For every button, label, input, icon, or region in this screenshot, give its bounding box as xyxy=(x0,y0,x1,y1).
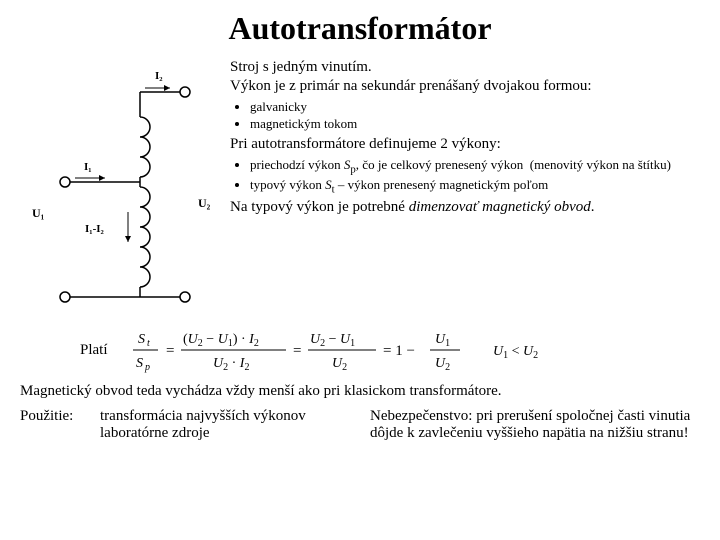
formula-row: Platí St Sp = (U2 − U1) · I2 U2 · I2 = U… xyxy=(80,325,700,375)
usage-row: Použitie: transformácia najvyšších výkon… xyxy=(20,408,700,442)
bullet-st: typový výkon St – výkon prenesený magnet… xyxy=(250,177,700,196)
svg-text:U2: U2 xyxy=(332,356,347,373)
svg-text:S: S xyxy=(136,356,143,371)
svg-text:U1: U1 xyxy=(435,332,450,349)
content-column: Stroj s jedným vinutím. Výkon je z primá… xyxy=(230,57,700,317)
svg-text:=: = xyxy=(166,343,174,359)
svg-text:U1 < U2: U1 < U2 xyxy=(493,344,538,361)
intro-line-2: Výkon je z primár na sekundár prenášaný … xyxy=(230,78,700,95)
svg-text:= 1 −: = 1 − xyxy=(383,343,415,359)
form-bullets: galvanicky magnetickým tokom xyxy=(230,99,700,132)
usage-item-1: transformácia najvyšších výkonov xyxy=(100,408,360,425)
label-i1: I₁ xyxy=(84,161,92,173)
intro-line-1: Stroj s jedným vinutím. xyxy=(230,59,700,76)
danger-text: Nebezpečenstvo: pri prerušení spoločnej … xyxy=(370,408,700,442)
def-2-powers: Pri autotransformátore definujeme 2 výko… xyxy=(230,136,700,153)
svg-text:U2: U2 xyxy=(435,356,450,373)
bullet-galv: galvanicky xyxy=(250,99,700,115)
formula-svg: St Sp = (U2 − U1) · I2 U2 · I2 = U2 − U1… xyxy=(128,325,568,375)
typ-note: Na typový výkon je potrebné dimenzovať m… xyxy=(230,199,700,216)
svg-text:=: = xyxy=(293,343,301,359)
svg-text:(U2 − U1) · I2: (U2 − U1) · I2 xyxy=(183,332,259,349)
usage-left: transformácia najvyšších výkonov laborat… xyxy=(100,408,360,442)
label-u1: U₁ xyxy=(32,206,45,220)
page-title: Autotransformátor xyxy=(20,10,700,47)
autotransformer-svg: I₂ I₁ I₁-I₂ U₁ U₂ xyxy=(20,57,220,317)
label-u2: U₂ xyxy=(198,196,211,210)
usage-label: Použitie: xyxy=(20,408,90,442)
svg-text:U2 − U1: U2 − U1 xyxy=(310,332,355,349)
top-section: I₂ I₁ I₁-I₂ U₁ U₂ Stroj s jedným vinutím… xyxy=(20,57,700,317)
svg-text:t: t xyxy=(147,338,150,349)
power-bullets: priechodzí výkon Sp, čo je celkový prene… xyxy=(230,157,700,195)
bullet-mag: magnetickým tokom xyxy=(250,116,700,132)
svg-text:S: S xyxy=(138,332,145,347)
bullet-sp: priechodzí výkon Sp, čo je celkový prene… xyxy=(250,157,700,176)
svg-text:U2 · I2: U2 · I2 xyxy=(213,356,249,373)
usage-item-2: laboratórne zdroje xyxy=(100,425,360,442)
mag-text: Magnetický obvod teda vychádza vždy menš… xyxy=(20,383,700,400)
label-i2: I₂ xyxy=(155,70,163,82)
circuit-diagram: I₂ I₁ I₁-I₂ U₁ U₂ xyxy=(20,57,220,317)
svg-text:p: p xyxy=(144,362,150,373)
label-i1i2: I₁-I₂ xyxy=(85,223,105,235)
formula-label: Platí xyxy=(80,342,108,359)
